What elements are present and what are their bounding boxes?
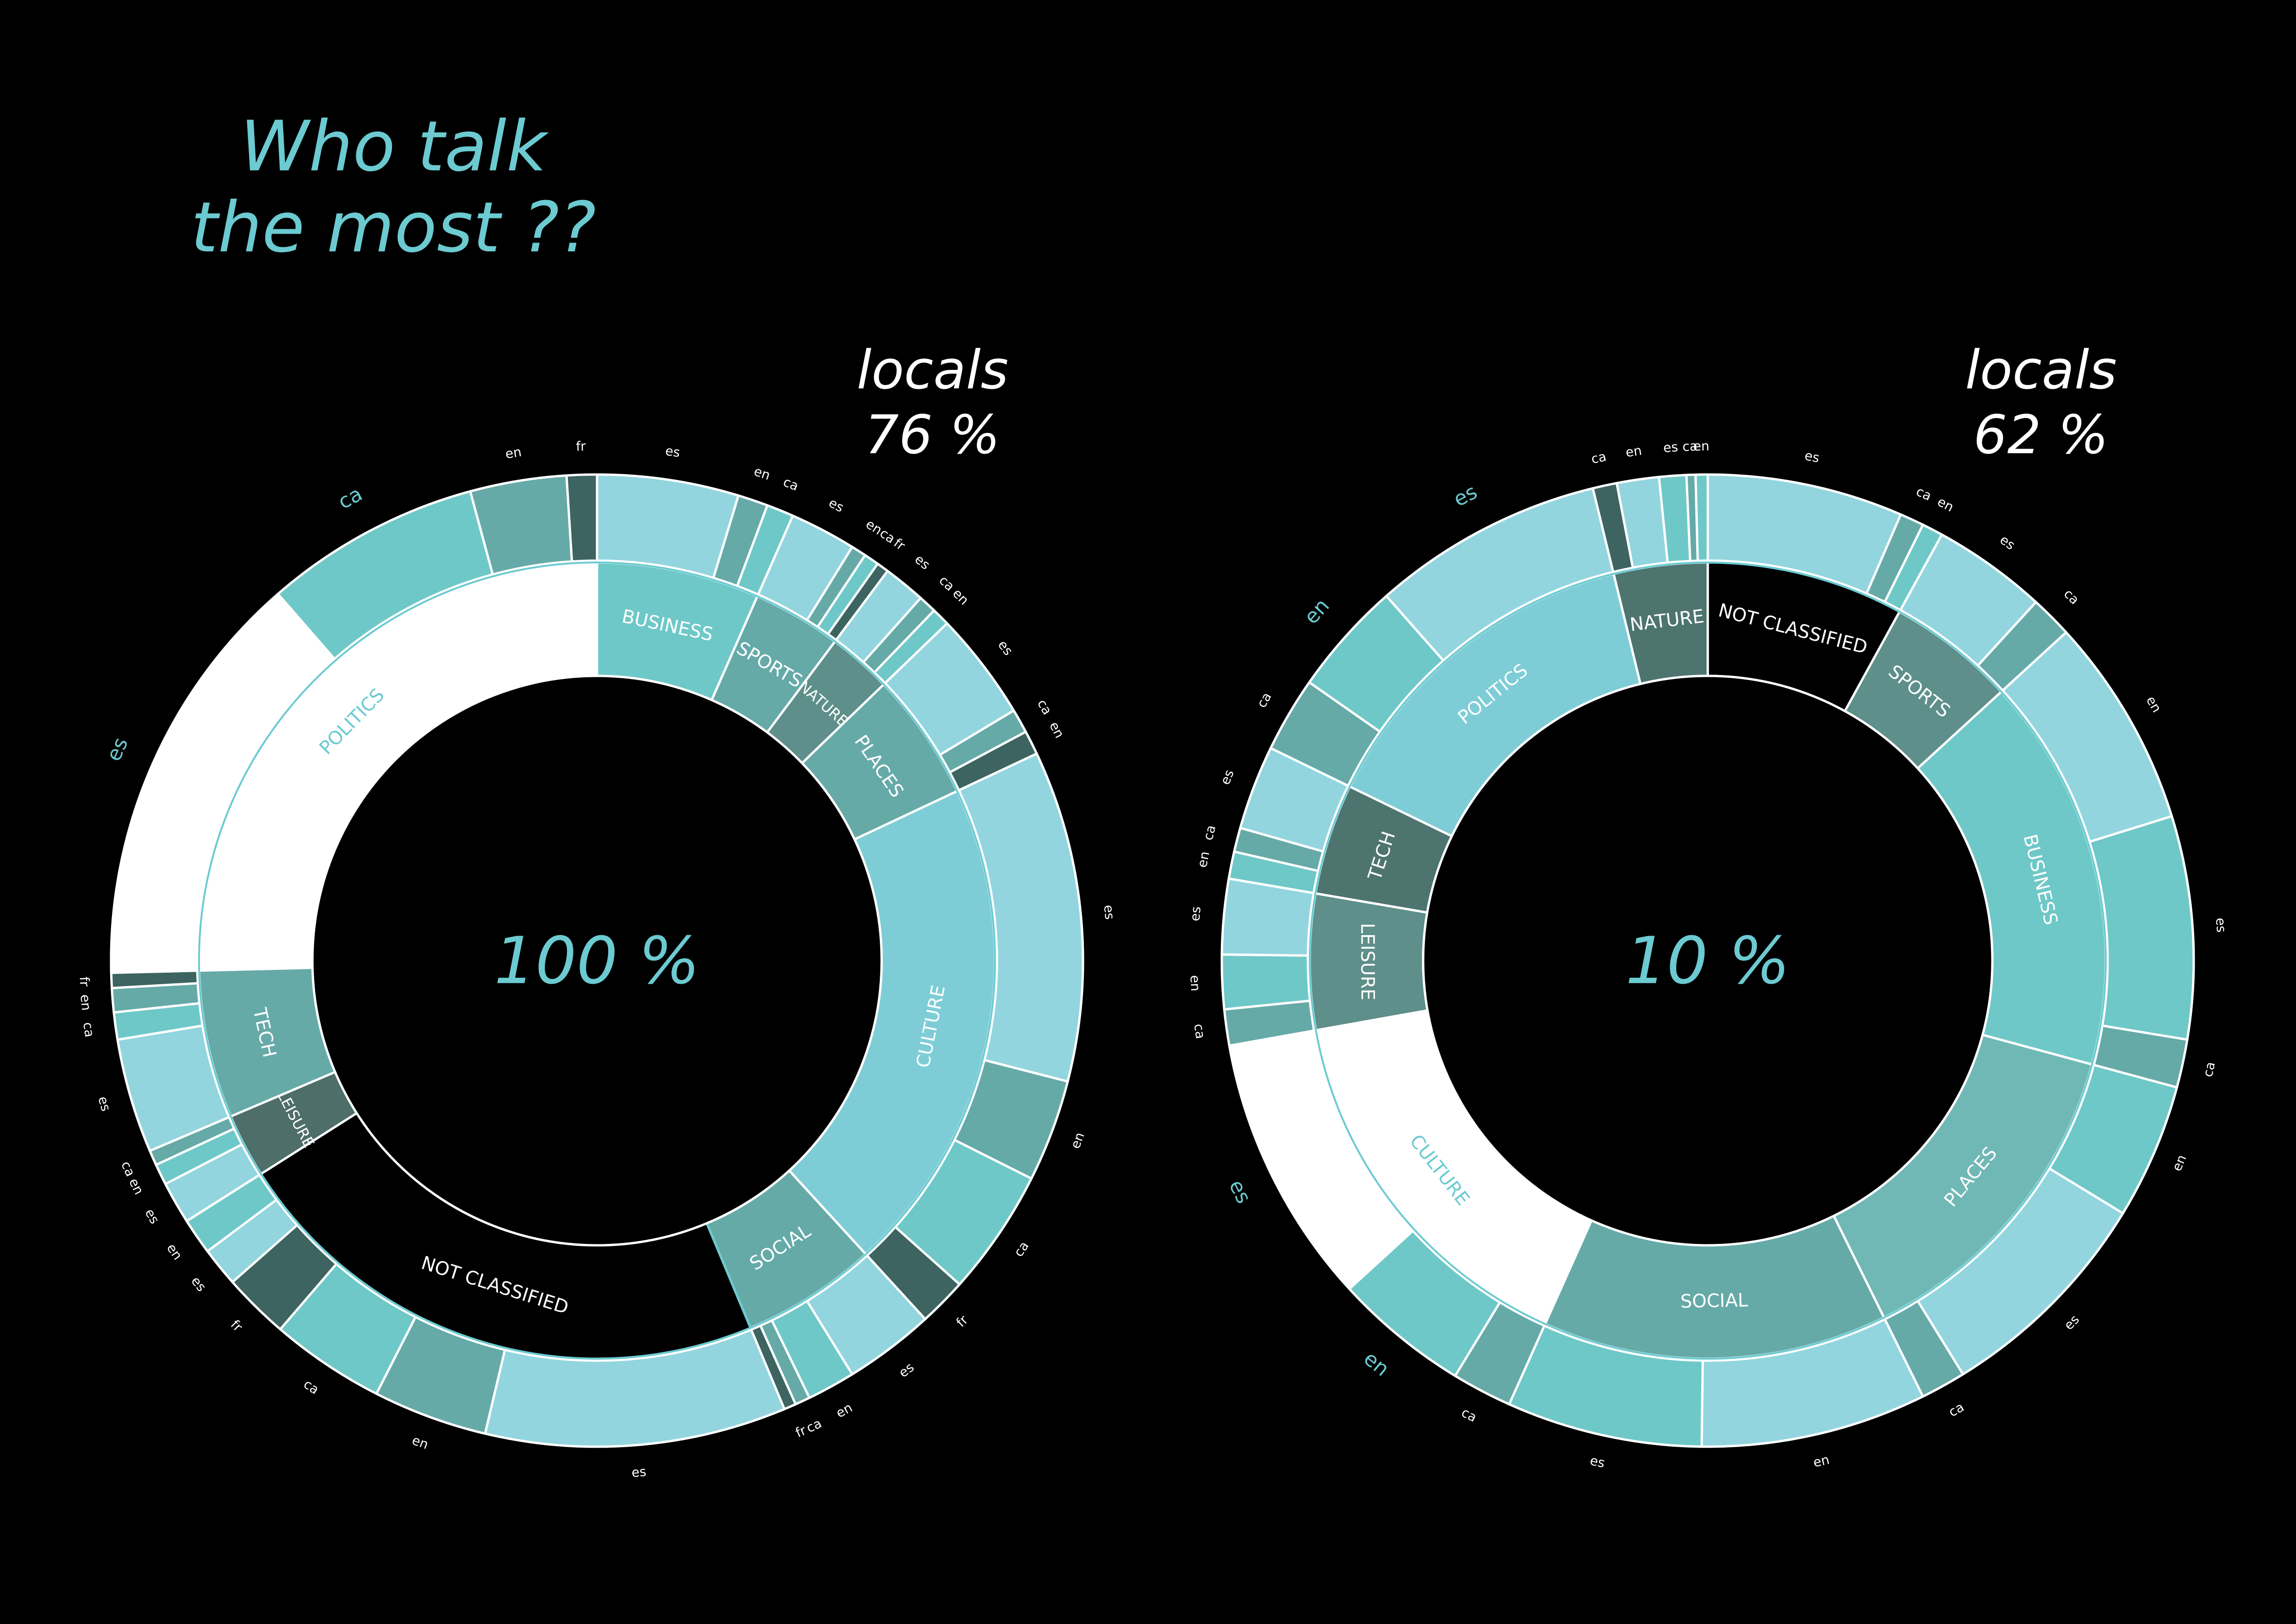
language-label: en bbox=[950, 586, 972, 608]
language-label: es bbox=[1663, 439, 1679, 456]
inner-ring-outline bbox=[198, 562, 996, 1360]
chart-title-line2: the most ?? bbox=[191, 187, 596, 268]
center-hole bbox=[311, 675, 883, 1247]
language-label: es bbox=[995, 637, 1016, 658]
chart-title-line1: Who talk bbox=[240, 106, 547, 187]
language-label: en bbox=[77, 994, 94, 1012]
language-label: en bbox=[2143, 693, 2165, 715]
language-label: es bbox=[664, 443, 681, 460]
language-label: ca bbox=[1946, 1399, 1966, 1420]
language-label: es bbox=[1224, 1176, 1256, 1207]
language-label: ca bbox=[936, 573, 958, 594]
language-label: ca bbox=[1682, 438, 1698, 454]
language-label: ca bbox=[1590, 449, 1608, 467]
language-segment-en bbox=[1220, 953, 1312, 1011]
language-label: ca bbox=[301, 1376, 322, 1398]
language-label: en bbox=[1935, 494, 1956, 515]
center-percentage-label: 10 % bbox=[1625, 924, 1790, 999]
language-label: en bbox=[410, 1432, 430, 1452]
language-label: fr bbox=[228, 1317, 246, 1335]
language-label: ca bbox=[804, 1416, 824, 1436]
language-label: es bbox=[142, 1206, 162, 1226]
language-label: es bbox=[631, 1464, 647, 1480]
language-label: es bbox=[1217, 768, 1237, 787]
language-label: en bbox=[752, 463, 772, 483]
language-label: en bbox=[164, 1241, 186, 1263]
locals-left-value: 76 % bbox=[865, 404, 1001, 466]
language-label: ca bbox=[2200, 1061, 2218, 1079]
language-label: ca bbox=[334, 482, 366, 514]
language-label: en bbox=[1068, 1130, 1088, 1150]
language-label: ca bbox=[1200, 824, 1219, 842]
locals-left-label: locals 76 % bbox=[794, 338, 1071, 468]
language-label: ca bbox=[1191, 1023, 1208, 1040]
language-label: es bbox=[1588, 1453, 1606, 1471]
language-label: es bbox=[102, 734, 133, 765]
language-label: ca bbox=[1034, 697, 1055, 718]
language-label: es bbox=[1803, 448, 1821, 466]
language-label: es bbox=[188, 1274, 209, 1295]
language-label: en bbox=[1300, 594, 1334, 629]
category-label: SOCIAL bbox=[1680, 1290, 1748, 1312]
language-label: ca bbox=[781, 474, 801, 494]
language-label: es bbox=[1187, 906, 1204, 922]
locals-right-label: locals 62 % bbox=[1902, 338, 2180, 468]
language-label: es bbox=[95, 1094, 114, 1113]
language-label: en bbox=[2169, 1152, 2190, 1173]
category-label: LEISURE bbox=[1356, 923, 1378, 1000]
language-label: es bbox=[1101, 904, 1118, 920]
locals-right-text: locals bbox=[1965, 339, 2117, 401]
language-label: en bbox=[1359, 1347, 1394, 1381]
inner-ring-outline bbox=[1309, 562, 2107, 1360]
language-segment-en bbox=[1694, 473, 1709, 562]
sunburst-chart-1: BUSINESSesencaSPORTSesencafrNATUREescaen… bbox=[77, 438, 1118, 1480]
language-label: ca bbox=[1914, 484, 1934, 504]
language-label: ca bbox=[2061, 586, 2082, 607]
center-percentage-label: 100 % bbox=[494, 924, 700, 999]
language-label: es bbox=[912, 551, 933, 573]
language-label: en bbox=[126, 1176, 147, 1197]
locals-left-text: locals bbox=[857, 339, 1008, 401]
language-label: es bbox=[1450, 480, 1481, 512]
language-label: ca bbox=[1459, 1405, 1479, 1425]
language-label: en bbox=[1812, 1452, 1831, 1470]
language-label: es bbox=[1997, 532, 2018, 553]
language-label: ca bbox=[118, 1159, 138, 1179]
language-label: en bbox=[1693, 438, 1709, 454]
sunburst-chart-2: NOT CLASSIFIEDescaenSPORTSescaBUSINESSen… bbox=[1187, 438, 2229, 1471]
locals-right-value: 62 % bbox=[1973, 404, 2109, 466]
language-label: es bbox=[896, 1360, 917, 1381]
center-hole bbox=[1422, 675, 1994, 1247]
language-label: en bbox=[834, 1400, 855, 1421]
language-label: ca bbox=[1254, 690, 1275, 711]
language-label: en bbox=[1046, 719, 1067, 741]
language-label: fr bbox=[576, 438, 586, 454]
language-label: fr bbox=[953, 1312, 971, 1330]
chart-title: Who talk the most ?? bbox=[139, 106, 648, 269]
language-label: es bbox=[826, 495, 846, 515]
language-label: es bbox=[2061, 1312, 2082, 1333]
language-label: es bbox=[2213, 917, 2229, 933]
language-label: en bbox=[1187, 975, 1203, 992]
language-label: fr bbox=[77, 976, 93, 987]
language-label: en bbox=[1195, 850, 1213, 869]
language-label: ca bbox=[80, 1021, 97, 1038]
language-label: ca bbox=[1011, 1238, 1032, 1259]
language-label: en bbox=[504, 444, 523, 462]
language-segment-fr bbox=[565, 473, 598, 563]
language-label: en bbox=[1624, 443, 1643, 460]
